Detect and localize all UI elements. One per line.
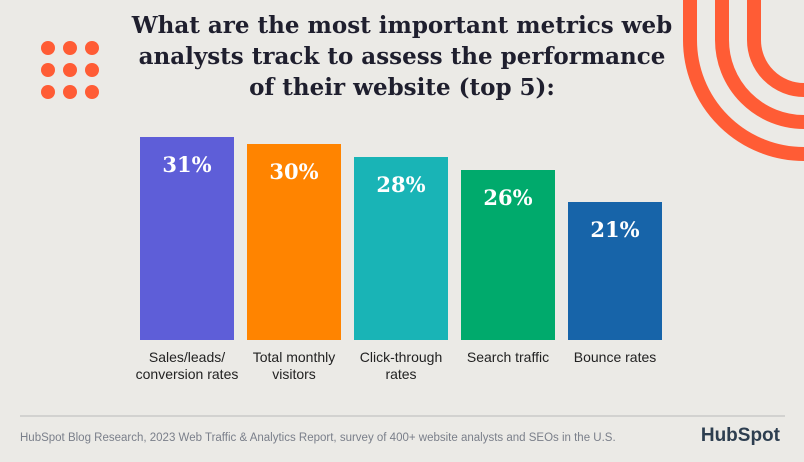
value-label: 30% [269, 158, 319, 184]
chart-title: analysts track to assess the performance [138, 43, 666, 70]
x-tick-label: Search traffic [466, 349, 550, 365]
source: HubSpot Blog Research, 2023 Web Traffic … [20, 432, 616, 444]
logo: HubSpot [700, 425, 780, 446]
value-label: 21% [590, 217, 640, 243]
dot-grid [41, 41, 99, 99]
chart-title: What are the most important metrics web [131, 12, 673, 39]
value-label: 31% [162, 152, 212, 177]
value-label: 26% [483, 184, 533, 210]
arcs [683, 0, 804, 161]
bar [568, 202, 662, 340]
x-tick-label: Bounce rates [573, 349, 657, 365]
bar [140, 137, 234, 340]
x-tick-label: Total monthly visitors [252, 349, 336, 382]
chart-title: of their website (top 5): [249, 74, 555, 101]
bar [247, 143, 341, 340]
bar [461, 169, 555, 340]
bar [354, 156, 448, 340]
x-tick-label: Click-through rates [359, 349, 443, 382]
value-label: 28% [376, 171, 426, 197]
x-tick-label: Sales/leads/ conversion rates [135, 349, 239, 382]
